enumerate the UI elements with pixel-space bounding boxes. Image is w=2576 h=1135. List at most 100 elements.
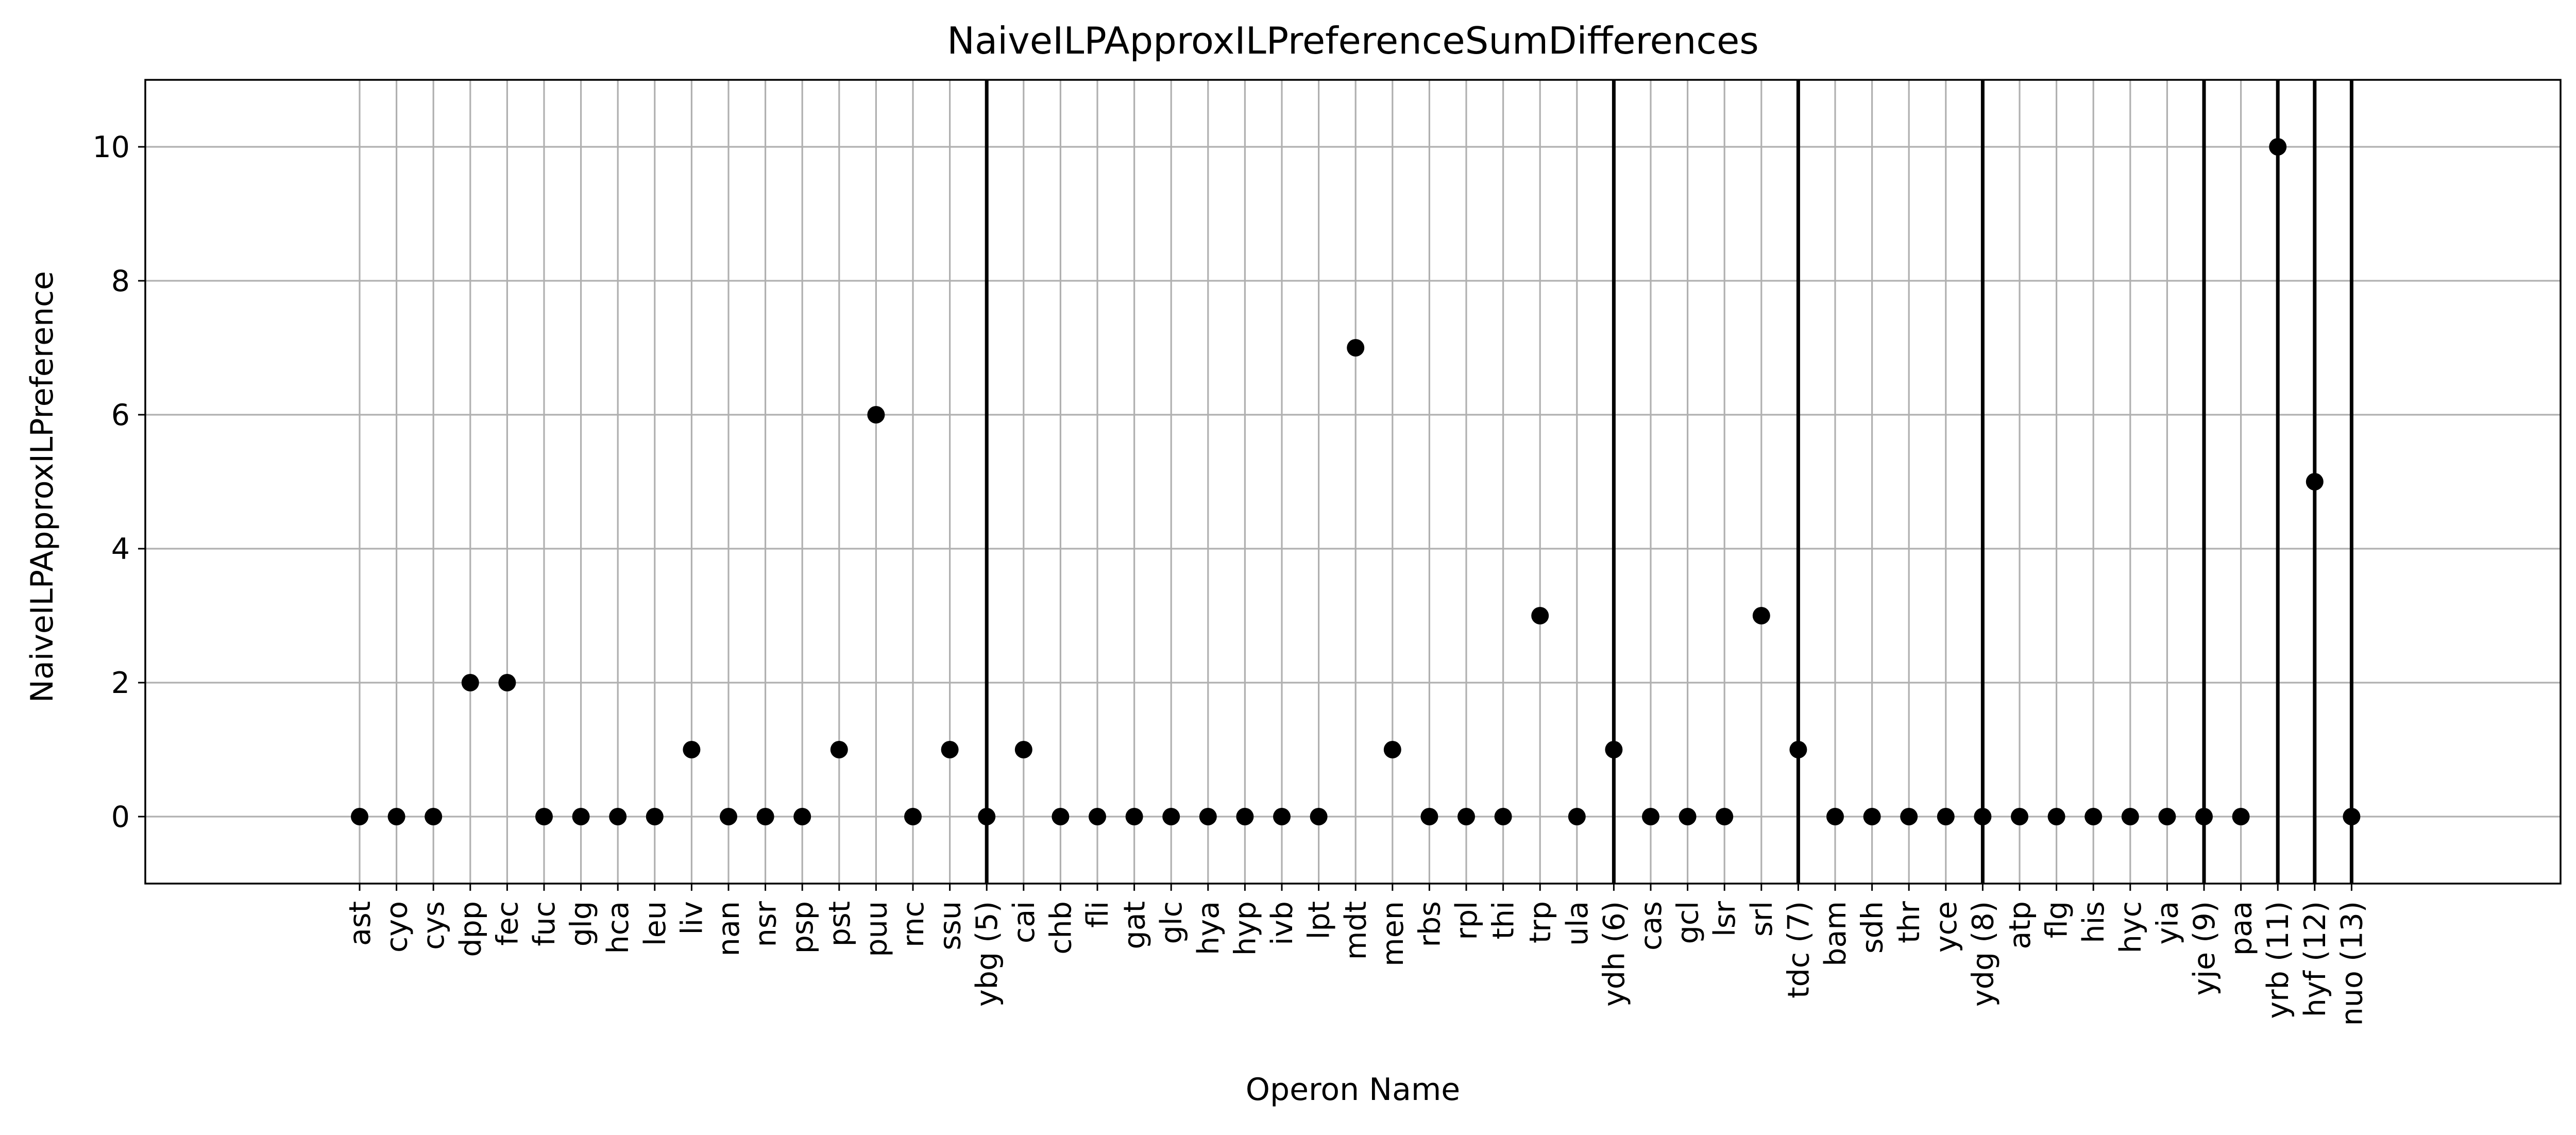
data-point <box>425 808 443 825</box>
data-point <box>1900 808 1918 825</box>
data-point <box>720 808 737 825</box>
data-point <box>1458 808 1475 825</box>
data-point <box>1531 607 1549 624</box>
x-tick-label: thi <box>1487 901 1521 939</box>
data-point <box>1347 339 1365 357</box>
x-tick-label: rnc <box>896 901 930 947</box>
data-point <box>387 808 405 825</box>
data-point <box>1679 808 1697 825</box>
x-tick-label: hyf (12) <box>2298 901 2332 1017</box>
data-point <box>1605 741 1623 758</box>
x-tick-label: chb <box>1044 901 1078 955</box>
x-tick-label: puu <box>859 901 893 957</box>
data-point <box>1014 741 1032 758</box>
chart-title: NaiveILPApproxILPreferenceSumDifferences <box>947 19 1759 62</box>
data-point <box>2195 808 2213 825</box>
data-point <box>1494 808 1512 825</box>
x-tick-label: yrb (11) <box>2261 901 2295 1019</box>
x-tick-label: bam <box>1819 901 1853 967</box>
data-point <box>1568 808 1586 825</box>
data-point <box>1642 808 1659 825</box>
x-tick-label: yje (9) <box>2188 901 2222 996</box>
data-point <box>2232 808 2250 825</box>
x-tick-label: gcl <box>1671 901 1705 944</box>
data-point <box>683 741 701 758</box>
x-tick-label: nuo (13) <box>2335 901 2369 1026</box>
x-tick-label: srl <box>1745 901 1779 937</box>
x-tick-label: ybg (5) <box>970 901 1004 1007</box>
data-point <box>1752 607 1770 624</box>
x-tick-label: glc <box>1155 901 1189 944</box>
y-tick-label: 6 <box>111 398 130 432</box>
x-tick-label: nan <box>712 901 746 956</box>
data-point <box>941 741 959 758</box>
x-tick-label: fuc <box>528 901 562 946</box>
data-point <box>1863 808 1881 825</box>
data-point <box>461 674 479 691</box>
y-tick-label: 0 <box>111 800 130 834</box>
data-point <box>793 808 811 825</box>
x-tick-layer: ast cyo cys dpp fec fuc glg hca leu liv nan nsr psp p… <box>343 884 2369 1026</box>
data-point <box>498 674 516 691</box>
x-tick-label: cas <box>1634 901 1668 951</box>
x-tick-label: atp <box>2003 901 2037 949</box>
data-point <box>351 808 368 825</box>
x-tick-label: dpp <box>454 901 488 957</box>
x-tick-label: sdh <box>1856 901 1890 954</box>
data-point <box>609 808 627 825</box>
data-point <box>646 808 664 825</box>
x-tick-label: pst <box>823 901 857 946</box>
x-tick-label: hyp <box>1228 901 1262 956</box>
data-point <box>756 808 774 825</box>
data-point <box>1125 808 1143 825</box>
x-tick-label: ssu <box>934 901 968 951</box>
x-tick-label: lpt <box>1302 901 1336 939</box>
data-point <box>1162 808 1180 825</box>
x-tick-label: men <box>1376 901 1410 967</box>
data-point <box>2306 473 2324 490</box>
x-tick-label: nsr <box>749 901 783 947</box>
x-tick-label: trp <box>1523 901 1557 943</box>
data-point <box>1420 808 1438 825</box>
x-tick-label: thr <box>1892 901 1926 943</box>
data-point <box>830 741 848 758</box>
y-tick-label: 8 <box>111 264 130 298</box>
x-tick-label: hca <box>601 901 635 954</box>
data-point-layer <box>351 138 2361 825</box>
data-point <box>1310 808 1328 825</box>
group-separator-layer <box>985 80 2353 884</box>
y-tick-label: 4 <box>111 532 130 566</box>
x-tick-label: hya <box>1192 901 1226 955</box>
x-tick-label: gat <box>1118 901 1152 949</box>
x-tick-label: ydg (8) <box>1966 901 2000 1007</box>
grid-layer <box>145 80 2561 884</box>
data-point <box>535 808 553 825</box>
data-point <box>1052 808 1070 825</box>
x-tick-label: rpl <box>1450 901 1484 940</box>
x-tick-label: liv <box>675 901 709 935</box>
x-tick-label: ydh (6) <box>1597 901 1631 1007</box>
x-tick-label: cai <box>1007 901 1041 943</box>
y-axis-label: NaiveILPApproxILPreference <box>24 271 60 703</box>
x-axis-label: Operon Name <box>1246 1072 1460 1108</box>
data-point <box>1826 808 1844 825</box>
data-point <box>867 406 885 423</box>
x-tick-label: ivb <box>1265 901 1299 945</box>
x-tick-label: mdt <box>1339 901 1373 960</box>
data-point <box>2011 808 2028 825</box>
data-point <box>1236 808 1254 825</box>
data-point <box>1383 741 1401 758</box>
x-tick-label: paa <box>2225 901 2259 956</box>
x-tick-label: leu <box>638 901 672 946</box>
data-point <box>904 808 922 825</box>
x-tick-label: fec <box>490 901 524 945</box>
data-point <box>1789 741 1807 758</box>
data-point <box>1937 808 1955 825</box>
data-point <box>1199 808 1217 825</box>
x-tick-label: lsr <box>1708 901 1742 937</box>
x-tick-label: glg <box>565 901 599 946</box>
x-tick-label: yce <box>1929 901 1963 953</box>
x-tick-label: his <box>2077 901 2111 943</box>
x-tick-label: psp <box>786 901 820 954</box>
